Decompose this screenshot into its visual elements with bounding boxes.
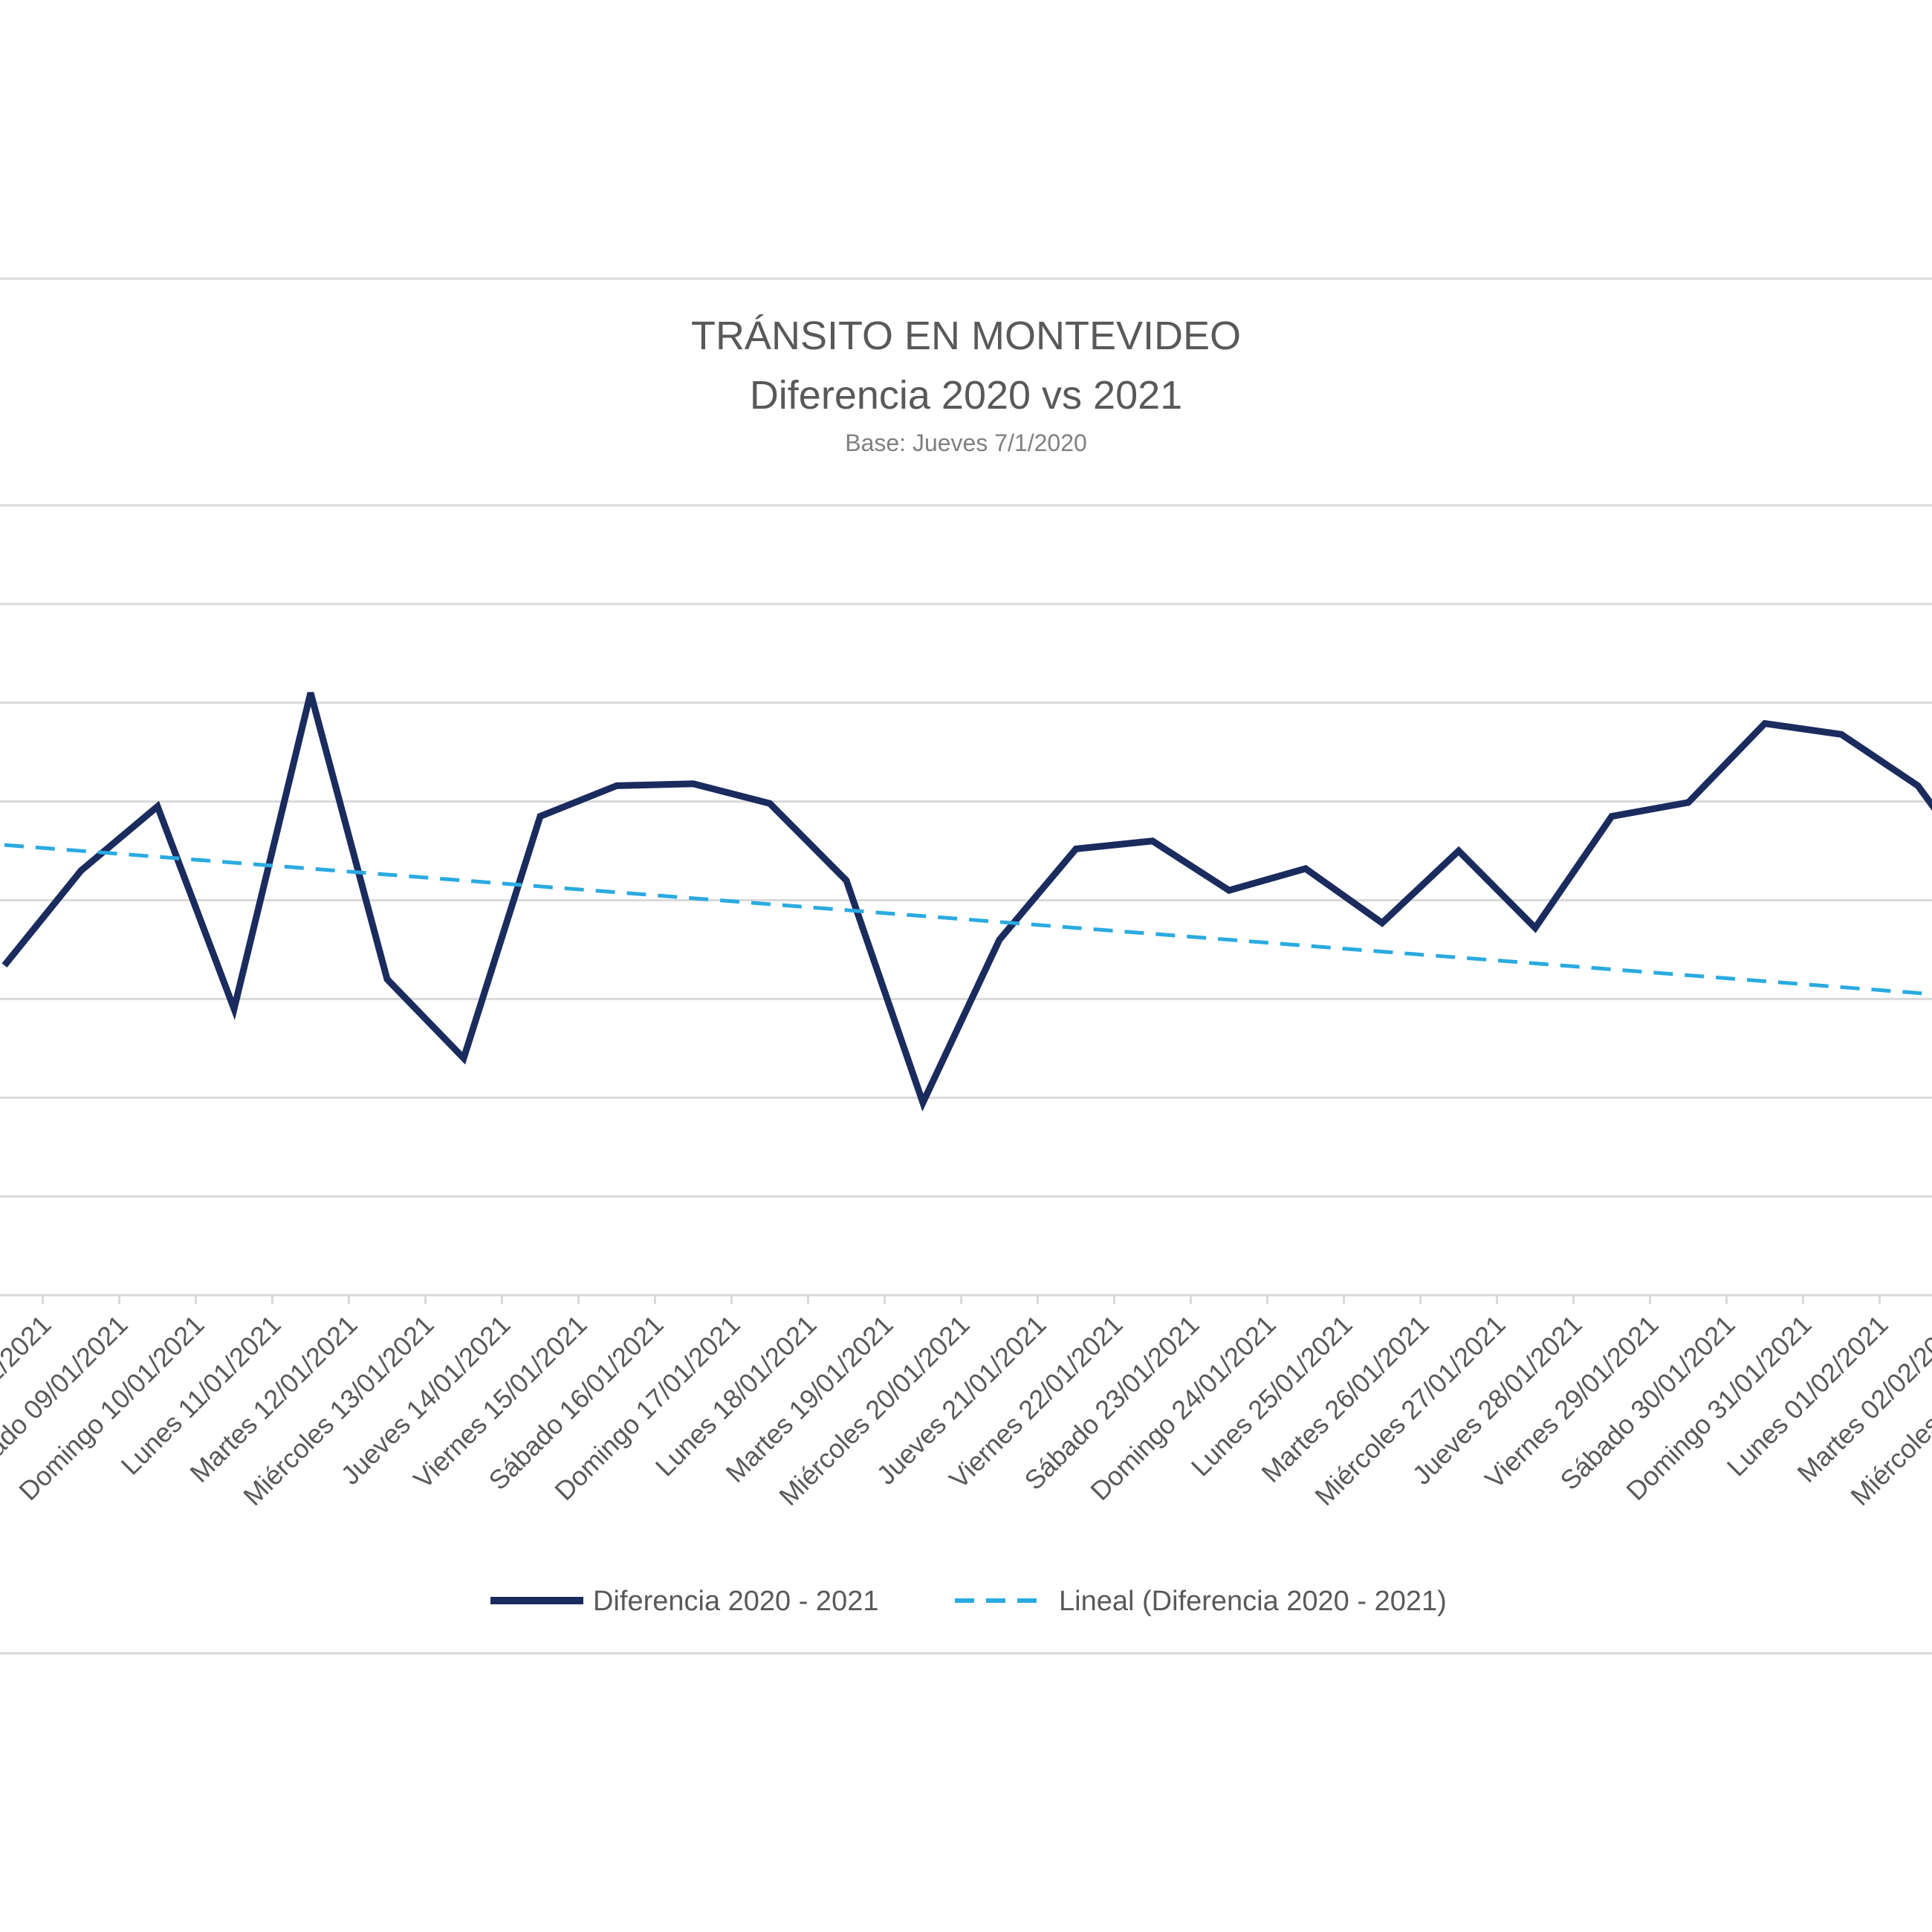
series-lines <box>1 692 1932 1112</box>
legend-label-lineal: Lineal (Diferencia 2020 - 2021) <box>1059 1586 1447 1617</box>
series-line-lineal <box>4 843 1932 996</box>
chart-subtitle: Diferencia 2020 vs 2021 <box>750 373 1182 418</box>
x-axis <box>0 1294 1932 1304</box>
legend-label-diferencia: Diferencia 2020 - 2021 <box>593 1586 878 1617</box>
chart-title: TRÁNSITO EN MONTEVIDEO <box>691 314 1241 358</box>
chart-subsubtitle: Base: Jueves 7/1/2020 <box>845 429 1087 456</box>
gridlines <box>0 504 1932 1198</box>
legend: Diferencia 2020 - 2021 Lineal (Diferenci… <box>490 1586 1447 1617</box>
